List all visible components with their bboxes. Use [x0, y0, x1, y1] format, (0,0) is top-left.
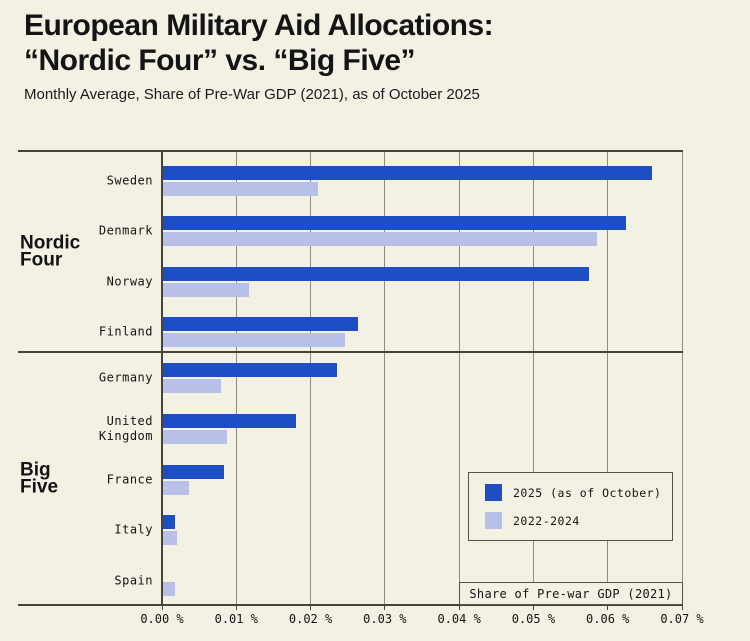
bar-2022-2024-germany — [162, 379, 222, 394]
legend-item-2025: 2025 (as of October) — [485, 484, 672, 501]
bar-2025-germany — [162, 363, 337, 378]
x-tick-label-0.06%: 0.06 % — [586, 612, 630, 626]
bar-2025-united-kingdom — [162, 413, 296, 428]
group-label-nordic-four: Nordic Four — [20, 232, 81, 271]
x-tick-0.06% — [607, 605, 609, 610]
chart-title-line1: European Military Aid Allocations: — [24, 9, 494, 42]
bar-2025-sweden — [162, 166, 653, 181]
legend-label-2025: 2025 (as of October) — [513, 485, 662, 500]
country-label-denmark: Denmark — [98, 223, 153, 238]
bar-2022-2024-spain — [162, 581, 175, 596]
legend: 2025 (as of October) 2022-2024 — [468, 472, 673, 541]
country-label-united-kingdom: United Kingdom — [98, 413, 153, 443]
x-tick-0.02% — [310, 605, 312, 610]
group-separator-line — [18, 351, 683, 353]
x-axis-label: Share of Pre-war GDP (2021) — [459, 582, 683, 605]
legend-swatch-2022-2024 — [485, 512, 502, 529]
country-label-france: France — [106, 472, 153, 486]
bar-2025-italy — [162, 515, 175, 530]
y-axis-line — [161, 151, 163, 605]
bar-2025-norway — [162, 266, 590, 281]
country-label-germany: Germany — [98, 370, 153, 385]
x-axis-label-text: Share of Pre-war GDP (2021) — [469, 586, 673, 601]
x-tick-0.03% — [384, 605, 386, 610]
frame-top-line — [18, 150, 683, 152]
bar-2022-2024-france — [162, 480, 189, 495]
legend-item-2022-2024: 2022-2024 — [485, 512, 672, 529]
chart-title-line2: “Nordic Four” vs. “Big Five” — [24, 44, 416, 77]
country-label-norway: Norway — [106, 274, 153, 289]
gridline-0.01% — [235, 151, 237, 605]
x-axis-baseline — [18, 604, 683, 606]
x-tick-0.00% — [161, 605, 163, 610]
x-tick-label-0.04%: 0.04 % — [437, 612, 481, 626]
x-tick-label-0.00%: 0.00 % — [140, 612, 184, 626]
bar-2022-2024-norway — [162, 282, 249, 297]
bar-2022-2024-finland — [162, 332, 345, 347]
x-tick-0.04% — [458, 605, 460, 610]
bar-2025-finland — [162, 316, 359, 331]
group-label-big-five: Big Five — [20, 459, 59, 498]
legend-swatch-2025 — [485, 484, 502, 501]
gridline-0.07% — [681, 151, 683, 605]
x-tick-label-0.02%: 0.02 % — [288, 612, 333, 626]
bar-2022-2024-united-kingdom — [162, 429, 227, 444]
chart-title: European Military Aid Allocations: “Nord… — [24, 8, 494, 78]
x-tick-0.07% — [681, 605, 683, 610]
gridline-0.04% — [458, 151, 460, 605]
country-label-italy: Italy — [114, 522, 153, 537]
country-label-finland: Finland — [98, 324, 153, 339]
x-tick-label-0.05%: 0.05 % — [511, 612, 556, 626]
gridline-0.06% — [607, 151, 609, 605]
x-tick-label-0.01%: 0.01 % — [214, 612, 258, 626]
bar-2025-france — [162, 464, 225, 479]
gridline-0.02% — [310, 151, 312, 605]
gridline-0.03% — [384, 151, 386, 605]
x-tick-label-0.07%: 0.07 % — [660, 612, 704, 626]
x-tick-0.05% — [532, 605, 534, 610]
bar-2022-2024-sweden — [162, 182, 318, 197]
gridline-0.05% — [532, 151, 534, 605]
legend-label-2022-2024: 2022-2024 — [513, 513, 580, 528]
bar-2022-2024-denmark — [162, 232, 597, 247]
chart-subtitle: Monthly Average, Share of Pre-War GDP (2… — [24, 86, 480, 103]
country-label-sweden: Sweden — [106, 173, 153, 188]
country-label-spain: Spain — [114, 573, 153, 588]
x-tick-label-0.03%: 0.03 % — [363, 612, 407, 626]
bar-2022-2024-italy — [162, 531, 177, 546]
x-tick-0.01% — [235, 605, 237, 610]
bar-2025-denmark — [162, 216, 627, 231]
